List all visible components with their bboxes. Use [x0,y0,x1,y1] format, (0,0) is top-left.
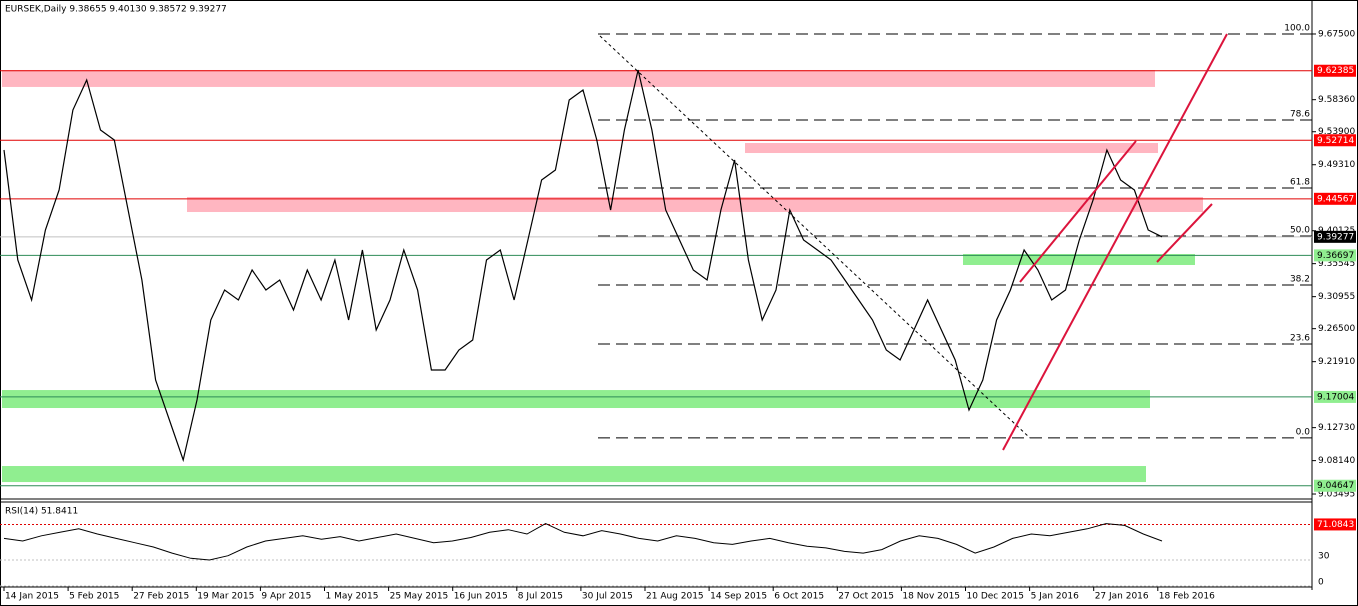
x-tick-label: 14 Sep 2015 [710,592,767,602]
x-tick-label: 14 Jan 2015 [5,592,59,602]
x-tick-label: 5 Jan 2016 [1031,592,1079,602]
x-tick-label: 1 May 2015 [326,592,379,602]
level-box [1314,64,1356,77]
y-tick-label: 9.03495 [1318,490,1355,500]
y-tick-label: 9.67500 [1318,29,1355,39]
x-tick-label: 18 Feb 2016 [1159,592,1215,602]
y-tick-label: 9.08140 [1318,456,1355,466]
fib-label: 23.6 [1290,333,1310,343]
x-tick-label: 27 Feb 2015 [133,592,189,602]
rsi-level-label: 71.0843 [1317,520,1354,530]
channel-line [1156,203,1213,263]
x-tick-label: 16 Jun 2015 [454,592,508,602]
x-tick-label: 10 Dec 2015 [967,592,1025,602]
y-tick-label: 9.21910 [1318,357,1355,367]
fib-label: 61.8 [1290,178,1310,188]
x-tick-label: 27 Oct 2015 [838,592,894,602]
zone [2,69,1155,87]
x-tick-label: 8 Jul 2015 [518,592,563,602]
fib-label: 0.0 [1296,427,1311,437]
x-tick-label: 30 Jul 2015 [582,592,633,602]
x-tick-label: 19 Mar 2015 [197,592,254,602]
price-line [3,69,1163,463]
fib-label: 78.6 [1290,110,1310,120]
level-box [1314,134,1356,147]
y-tick-label: 9.53900 [1318,127,1355,137]
level-label: 9.52714 [1317,136,1354,146]
x-tick-label: 9 Apr 2015 [261,592,311,602]
level-label: 9.17004 [1317,392,1354,402]
rsi-tick-label: 30 [1318,552,1330,562]
current-price-box [1314,230,1356,243]
y-tick-label: 9.30955 [1318,292,1355,302]
x-tick-label: 6 Oct 2015 [774,592,824,602]
rsi-line [3,523,1163,561]
level-box [1314,249,1356,262]
channel-line [1019,140,1137,283]
x-tick-label: 18 Nov 2015 [902,592,960,602]
level-box [1314,479,1356,492]
zone [745,143,1158,154]
y-tick-label: 9.12730 [1318,423,1355,433]
y-tick-label: 9.49310 [1318,160,1355,170]
zone [2,466,1146,483]
y-tick-label: 9.35545 [1318,259,1355,269]
level-box [1314,390,1356,403]
zone [187,196,1203,213]
level-label: 9.44567 [1317,194,1354,204]
x-tick-label: 25 May 2015 [390,592,449,602]
fib-label: 100.0 [1284,23,1310,33]
fib-trend-line [599,35,1031,439]
current-price-label: 9.39277 [1317,232,1354,242]
x-tick-label: 5 Feb 2015 [69,592,119,602]
y-tick-label: 9.26500 [1318,324,1355,334]
level-box [1314,192,1356,205]
level-label: 9.36697 [1317,251,1354,261]
level-label: 9.04647 [1317,481,1354,491]
rsi-level-box [1314,518,1356,531]
level-label: 9.62385 [1317,66,1354,76]
fib-label: 50.0 [1290,225,1310,235]
x-tick-label: 21 Aug 2015 [646,592,704,602]
rsi-title: RSI(14) 51.8411 [5,507,78,517]
chart-title: EURSEK,Daily 9.38655 9.40130 9.38572 9.3… [5,5,227,15]
rsi-tick-label: 0 [1318,578,1324,588]
channel-line [1002,33,1228,451]
y-tick-label: 9.58360 [1318,95,1355,105]
x-tick-label: 27 Jan 2016 [1095,592,1149,602]
zone [963,253,1195,265]
fib-label: 38.2 [1290,274,1310,284]
zone [2,390,1150,409]
